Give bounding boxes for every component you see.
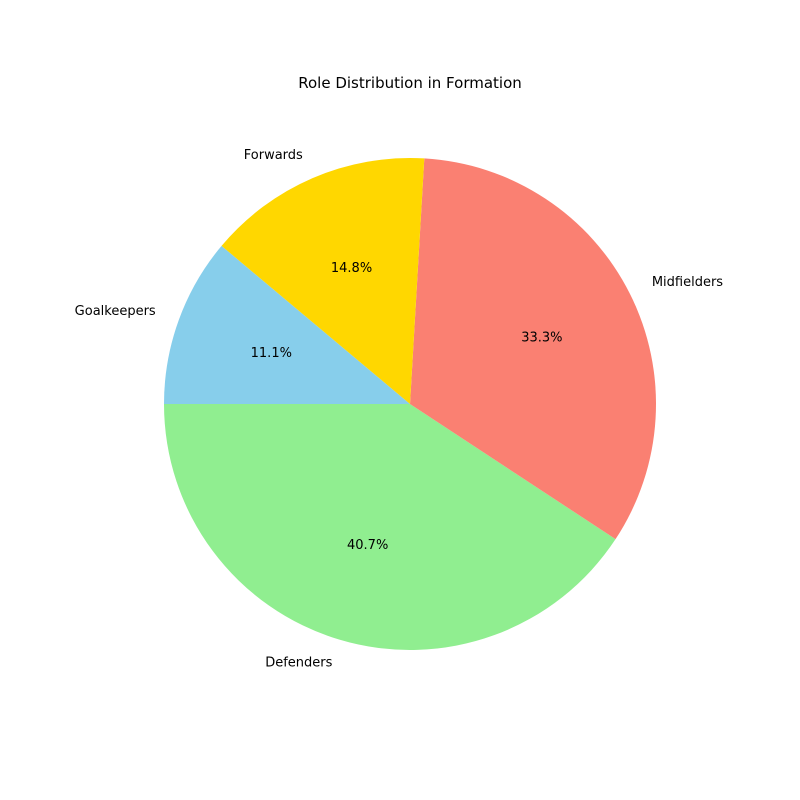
pie-slice-midfielders xyxy=(410,158,657,540)
percent-label-forwards: 14.8% xyxy=(331,261,372,276)
chart-title: Role Distribution in Formation xyxy=(298,74,522,92)
slice-label-goalkeepers: Goalkeepers xyxy=(75,304,156,319)
pie-slice-goalkeepers xyxy=(164,245,410,404)
pie-slice-defenders xyxy=(164,404,616,651)
slice-label-midfielders: Midfielders xyxy=(652,275,723,290)
slice-label-defenders: Defenders xyxy=(265,656,332,671)
percent-label-defenders: 40.7% xyxy=(347,538,388,553)
percent-label-goalkeepers: 11.1% xyxy=(251,346,292,361)
pie-labels: Goalkeepers 11.1% Defenders 40.7% Midfielder… xyxy=(75,148,724,671)
pie-slice-forwards xyxy=(221,158,425,404)
percent-label-midfielders: 33.3% xyxy=(521,330,562,345)
slice-label-forwards: Forwards xyxy=(244,148,303,163)
pie-slices xyxy=(164,158,657,651)
